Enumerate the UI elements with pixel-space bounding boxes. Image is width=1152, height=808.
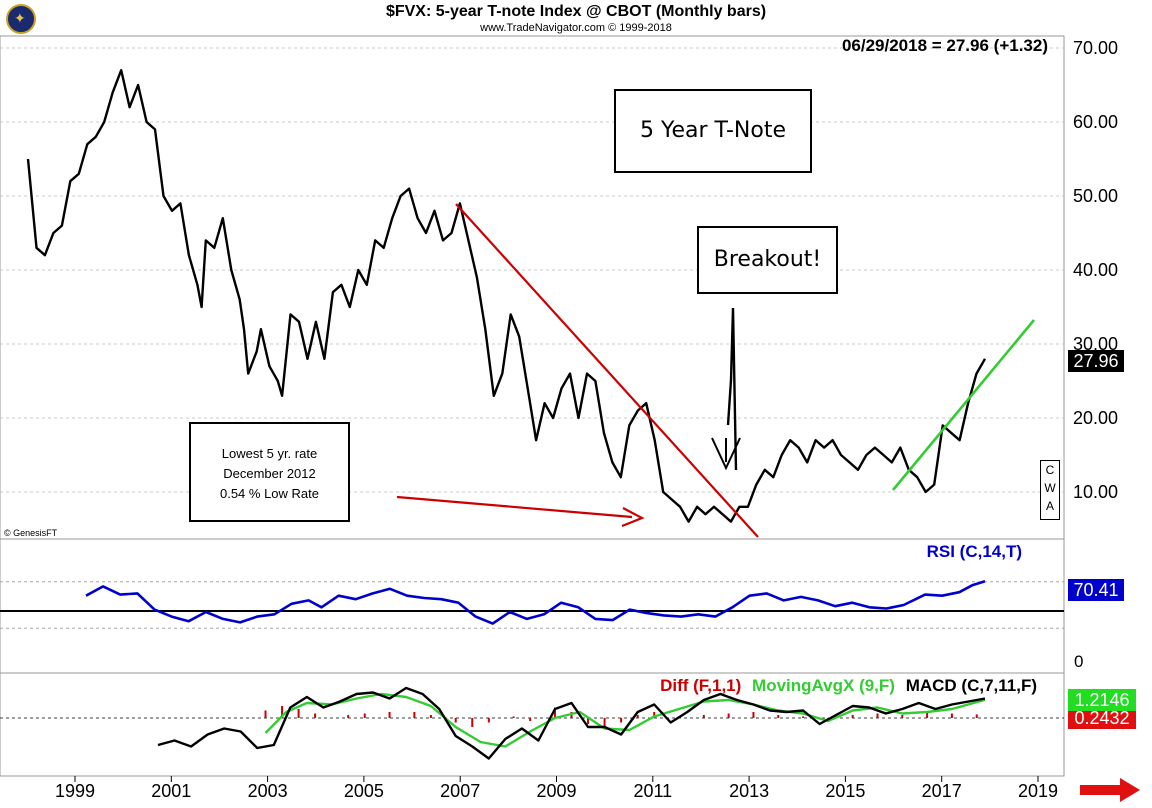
price-y-tick: 50.00 xyxy=(1073,186,1118,206)
x-tick-label: 2019 xyxy=(1018,781,1058,801)
x-tick-label: 2009 xyxy=(536,781,576,801)
telescope-icon: ✦ xyxy=(14,10,26,26)
macd-title-diff: Diff (F,1,1) xyxy=(660,676,742,695)
logo: ✦ xyxy=(6,4,36,34)
x-tick-label: 2013 xyxy=(729,781,769,801)
breakout-spike xyxy=(726,307,738,471)
chart-subtitle: www.TradeNavigator.com © 1999-2018 xyxy=(480,22,672,34)
chart-title: $FVX: 5-year T-note Index @ CBOT (Monthl… xyxy=(385,3,767,20)
macd-title: Diff (F,1,1) MovingAvgX (9,F) MACD (C,7,… xyxy=(660,676,1037,696)
diff-bar xyxy=(363,713,366,718)
macd-last-label-2: 0.2432 xyxy=(1068,707,1136,729)
x-tick-label: 1999 xyxy=(55,781,95,801)
x-tick-label: 2015 xyxy=(825,781,865,801)
cwa-c: C xyxy=(1045,463,1055,477)
diff-bar xyxy=(281,706,284,718)
diff-bar xyxy=(314,713,317,718)
cwa-a: A xyxy=(1045,499,1054,513)
low-rate-arrowhead xyxy=(621,507,645,528)
x-tick-label: 2017 xyxy=(922,781,962,801)
scroll-right-arrow-icon[interactable] xyxy=(1080,777,1142,803)
macd-line xyxy=(157,686,986,760)
diff-bar xyxy=(636,715,639,718)
diff-bar xyxy=(752,712,755,718)
diff-bar xyxy=(876,713,879,718)
diff-bar xyxy=(926,712,929,718)
macd-title-macd: MACD (C,7,11,F) xyxy=(905,676,1037,695)
diff-bar xyxy=(975,714,978,718)
breakout-box: Breakout! xyxy=(697,226,838,294)
diff-bar xyxy=(429,715,432,718)
price-y-tick: 60.00 xyxy=(1073,112,1118,132)
price-y-tick: 40.00 xyxy=(1073,260,1118,280)
uptrend-line xyxy=(891,319,1036,491)
diff-bar xyxy=(347,715,350,718)
x-tick-label: 2011 xyxy=(633,781,672,801)
low-note-line-1: Lowest 5 yr. rate xyxy=(221,446,318,461)
title-annotation-text: 5 Year T-Note xyxy=(640,118,786,143)
macd-last-label-1: 1.2146 xyxy=(1068,689,1136,711)
diff-bar xyxy=(454,718,457,723)
rsi-last-label: 70.41 xyxy=(1068,579,1124,601)
rsi-title: RSI (C,14,T) xyxy=(926,542,1022,561)
diff-bar xyxy=(512,716,515,718)
price-y-tick: 70.00 xyxy=(1073,38,1118,58)
x-tick-label: 2007 xyxy=(440,781,480,801)
diff-bar xyxy=(471,718,474,727)
credit-label: © GenesisFT xyxy=(4,528,58,538)
diff-bar xyxy=(802,716,805,718)
diff-bar xyxy=(553,707,556,718)
x-tick-label: 2005 xyxy=(344,781,384,801)
diff-bar xyxy=(264,710,267,718)
diff-bar xyxy=(487,718,490,723)
diff-bar xyxy=(777,715,780,718)
x-tick-label: 2001 xyxy=(151,781,191,801)
diff-bar xyxy=(727,713,730,718)
diff-bar xyxy=(529,718,532,721)
rsi-series-line xyxy=(85,580,986,625)
breakout-arrow xyxy=(711,437,741,471)
x-tick-label: 2003 xyxy=(248,781,288,801)
cwa-w: W xyxy=(1044,481,1056,495)
low-rate-arrow-shaft xyxy=(396,495,633,519)
cwa-box: C W A xyxy=(1040,460,1060,520)
diff-bar xyxy=(653,712,656,718)
diff-bar xyxy=(413,712,416,718)
price-series-line xyxy=(26,69,987,523)
title-annotation-box: 5 Year T-Note xyxy=(614,89,812,173)
macd-panel-frame xyxy=(0,672,1065,777)
diff-bar xyxy=(297,709,300,718)
diff-bar xyxy=(603,718,606,727)
breakout-text: Breakout! xyxy=(713,247,822,272)
price-y-tick: 10.00 xyxy=(1073,482,1118,502)
low-note-line-2: December 2012 xyxy=(223,466,316,481)
diff-bar xyxy=(620,718,623,723)
diff-bar xyxy=(587,718,590,724)
price-y-tick: 20.00 xyxy=(1073,408,1118,428)
low-note-line-3: 0.54 % Low Rate xyxy=(219,486,319,501)
low-rate-note-box: Lowest 5 yr. rate December 2012 0.54 % L… xyxy=(189,422,350,522)
diff-bar xyxy=(851,715,854,718)
downtrend-line xyxy=(455,203,759,538)
diff-bar xyxy=(901,715,904,718)
last-value-readout: 06/29/2018 = 27.96 (+1.32) xyxy=(841,36,1048,55)
diff-bar xyxy=(702,715,705,718)
moving-avg-line xyxy=(264,692,986,748)
price-last-label: 27.96 xyxy=(1068,350,1124,372)
price-y-tick: 30.00 xyxy=(1073,334,1118,354)
diff-bar xyxy=(950,713,953,718)
diff-bar xyxy=(388,712,391,718)
macd-title-moving-avg: MovingAvgX (9,F) xyxy=(752,676,895,695)
rsi-zero-label: 0 xyxy=(1074,652,1084,671)
